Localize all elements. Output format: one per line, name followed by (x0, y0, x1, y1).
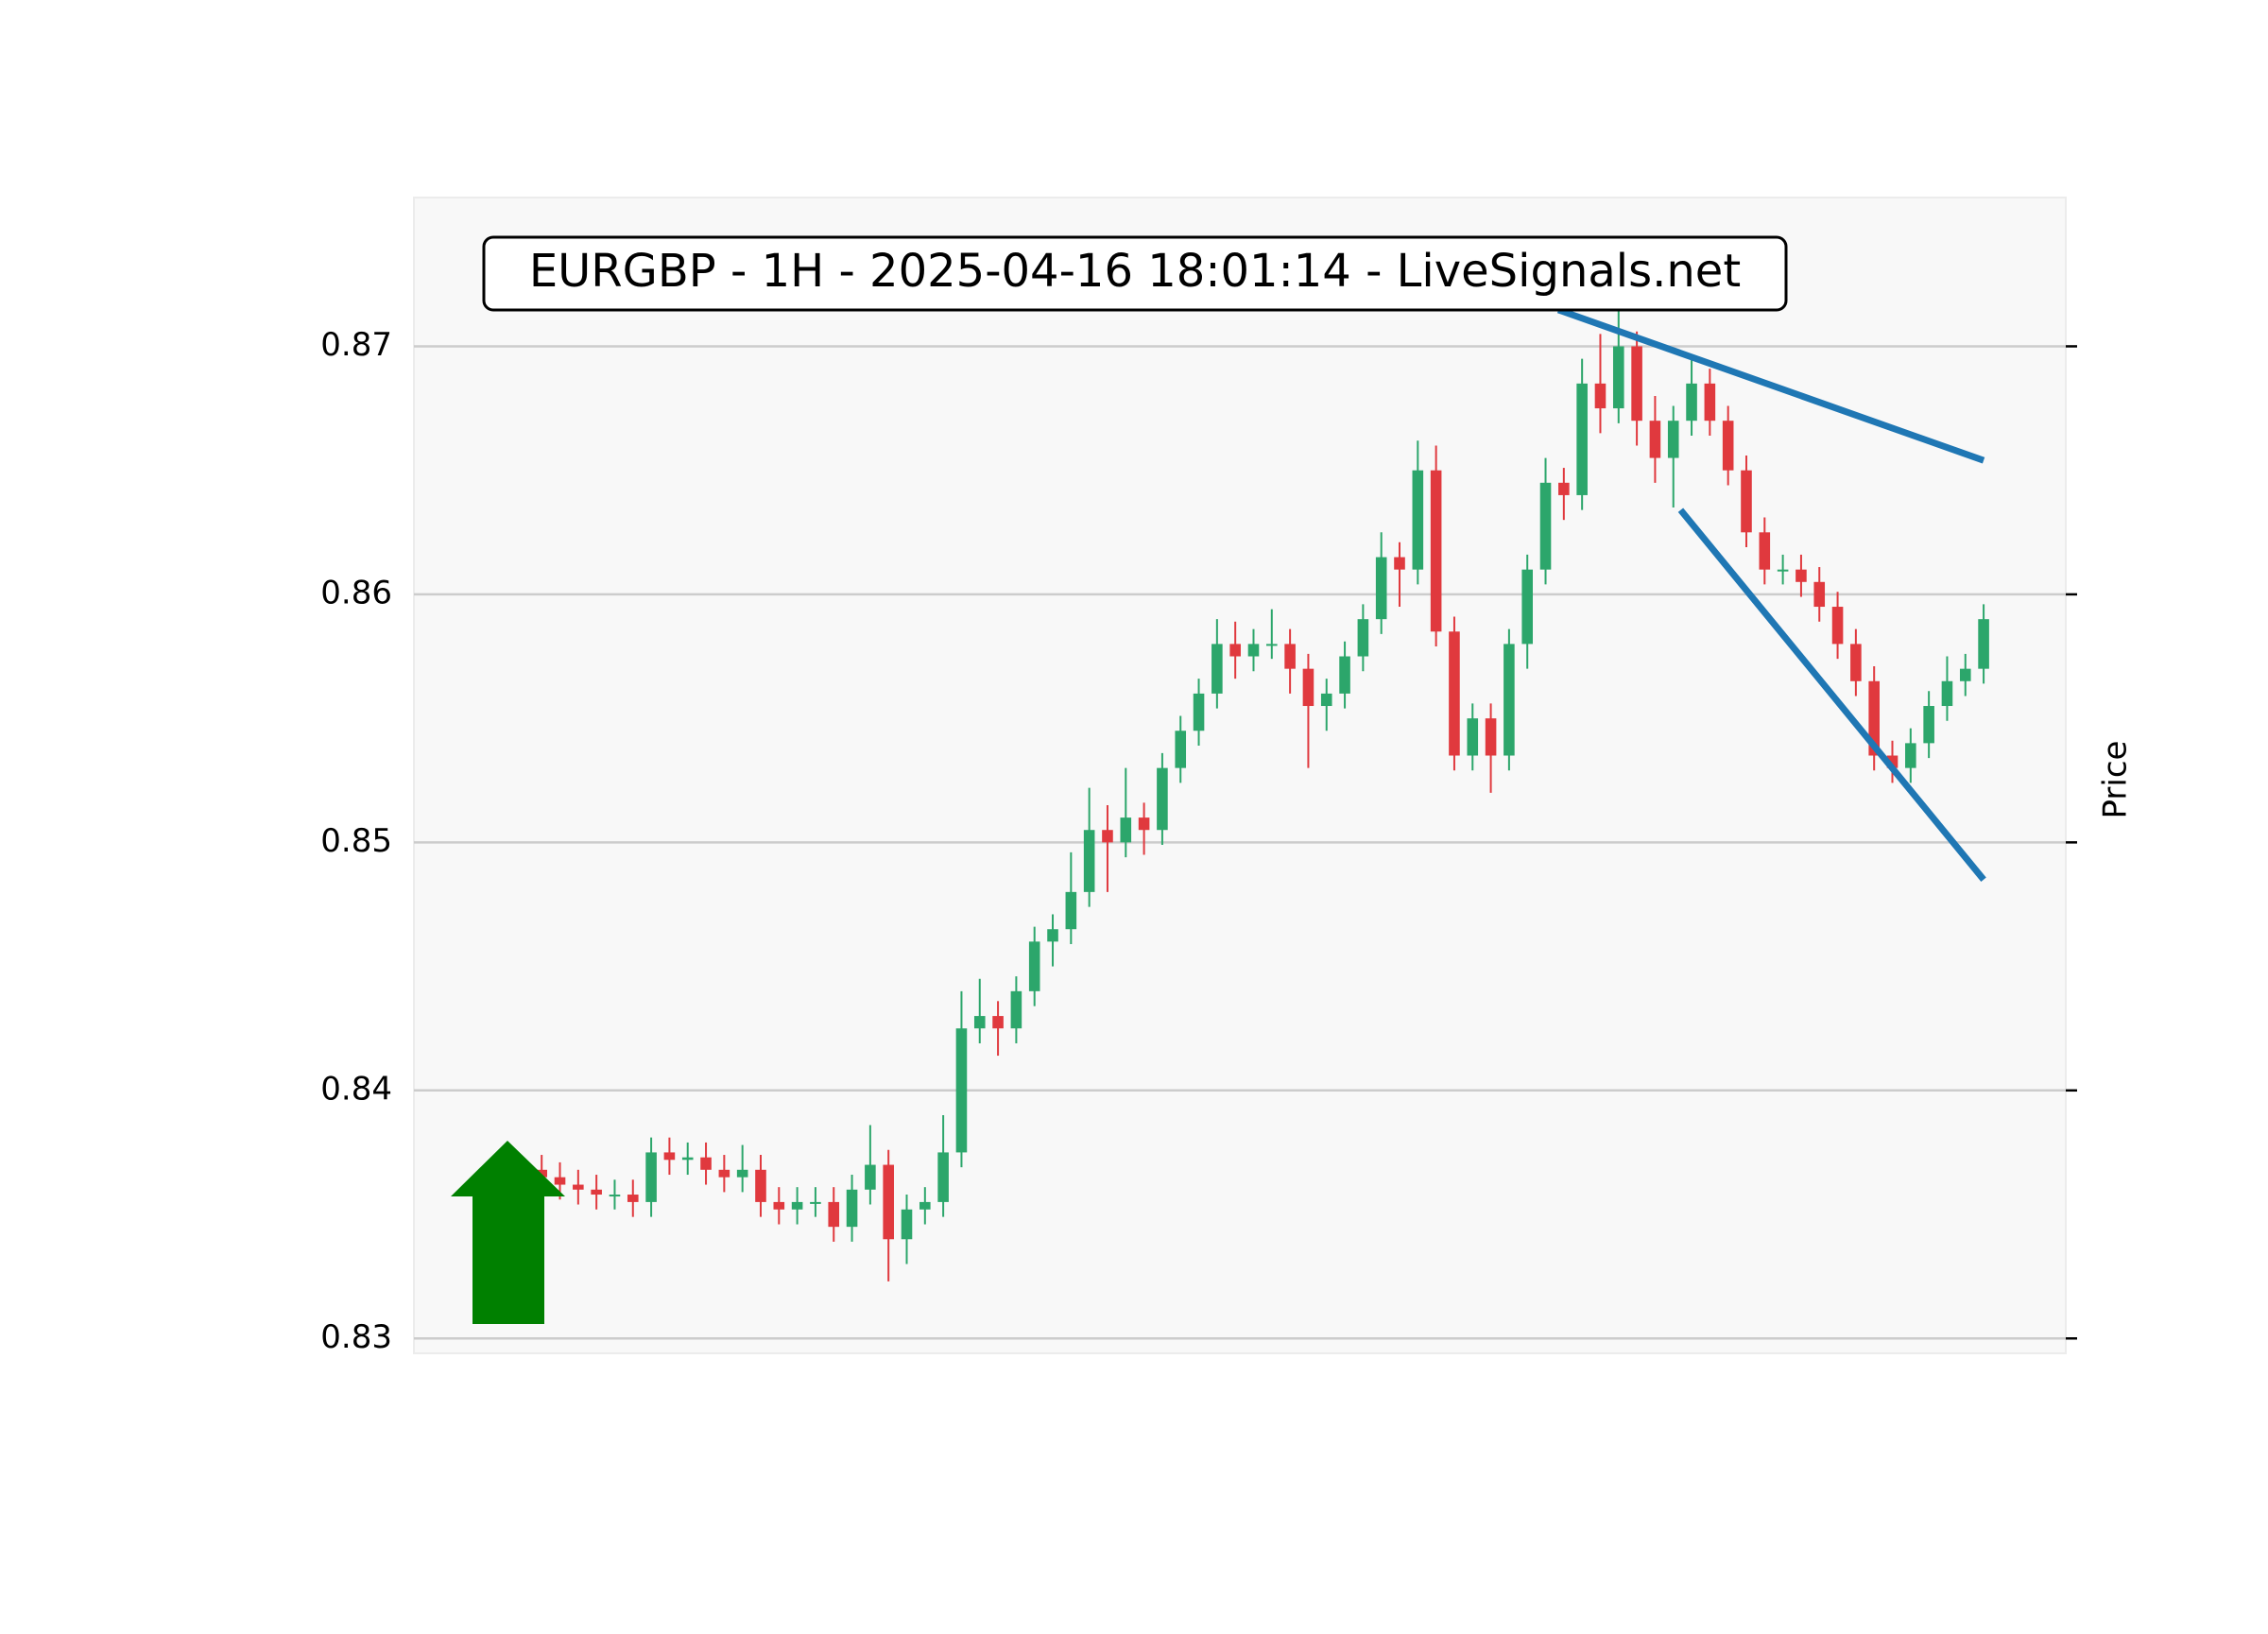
candle-body (1247, 644, 1260, 657)
candle-body (554, 1177, 566, 1185)
candle-body (1083, 830, 1095, 892)
y-tick-label: 0.86 (320, 574, 392, 611)
y-tick-label: 0.87 (320, 326, 392, 364)
candle-body (883, 1164, 894, 1240)
candle-body (1959, 668, 1971, 681)
y-tick-label: 0.84 (320, 1070, 392, 1108)
candle-body (1485, 718, 1497, 756)
candle-body (901, 1209, 913, 1240)
candle-body (810, 1201, 821, 1204)
candle-body (1028, 941, 1040, 991)
candle-body (1831, 607, 1844, 645)
candle-body (1320, 693, 1332, 707)
candle-body (1211, 644, 1223, 694)
candle-body (1302, 668, 1314, 707)
chart-title: EURGBP - 1H - 2025-04-16 18:01:14 - Live… (529, 245, 1741, 298)
candle-body (1175, 731, 1187, 768)
candle-body (1229, 644, 1241, 657)
candle-body (1796, 569, 1807, 582)
candle-body (1594, 383, 1606, 409)
candle-body (1886, 755, 1899, 768)
candle-body (573, 1184, 584, 1190)
candle-body (1905, 743, 1916, 768)
candle-body (1850, 644, 1862, 681)
candle-body (1102, 830, 1113, 843)
candle-body (1467, 718, 1479, 756)
candle-body (791, 1201, 803, 1210)
y-tick-label: 0.83 (320, 1318, 392, 1356)
candle-body (700, 1157, 712, 1170)
candle-body (865, 1164, 876, 1190)
candle-body (1430, 470, 1442, 632)
candle-body (736, 1169, 748, 1178)
candle-body (1357, 619, 1369, 657)
signal-arrow (451, 1141, 565, 1324)
candle-body (1741, 470, 1752, 533)
candle-body (681, 1157, 694, 1161)
candle-body (1266, 644, 1278, 646)
candle-body (1978, 619, 1989, 669)
candle-body (663, 1152, 676, 1161)
y-tick-label: 0.85 (320, 822, 392, 860)
candle-body (1539, 482, 1552, 570)
candle-body (536, 1169, 547, 1178)
candle-body (1394, 557, 1405, 570)
candle-body (1375, 557, 1387, 620)
candle-body (1722, 421, 1734, 471)
candle-body (1193, 693, 1205, 731)
candle-body (1339, 656, 1350, 694)
candle-body (773, 1201, 785, 1210)
y-axis-label: Price (2097, 741, 2135, 819)
candle-body (1284, 644, 1296, 669)
candle-body (645, 1152, 657, 1202)
candle-body (937, 1152, 949, 1202)
candle-body (591, 1189, 602, 1195)
candle-body (1558, 482, 1570, 495)
candle-body (1813, 581, 1826, 608)
candle-body (1065, 891, 1077, 930)
candle-body (1521, 569, 1534, 645)
plot-area (413, 197, 2067, 1354)
candle-body (1612, 346, 1624, 409)
candle-body (1010, 990, 1022, 1029)
trendline (1677, 507, 1986, 882)
grid: 0.83 0.84 0.85 0.86 0.87 (320, 326, 2077, 1356)
candle-body (973, 1016, 986, 1029)
candle-body (992, 1016, 1004, 1029)
candle-body (1923, 706, 1934, 744)
candle-body (1047, 929, 1058, 942)
candle-body (1138, 817, 1150, 831)
candle-body (1759, 532, 1771, 570)
candle-body (1667, 421, 1679, 458)
candle-body (718, 1169, 730, 1178)
trendlines (1556, 306, 1986, 882)
candle-body (1449, 631, 1460, 756)
candle-body (1868, 680, 1880, 756)
candle-body (609, 1195, 621, 1197)
candle-body (1686, 383, 1697, 421)
candle-body (1157, 767, 1168, 831)
title-box (482, 235, 1788, 312)
candle-body (1503, 644, 1515, 756)
candle-body (1576, 383, 1588, 495)
candle-body (1941, 680, 1953, 707)
candle-body (955, 1028, 968, 1153)
candle-body (1777, 569, 1789, 572)
candle-body (1412, 470, 1424, 570)
candle-body (828, 1201, 840, 1228)
candle-body (1649, 421, 1661, 458)
trendline (1556, 306, 1985, 464)
candle-body (846, 1189, 858, 1228)
candle-body (1631, 346, 1642, 421)
candle-body (919, 1201, 931, 1210)
candle-body (1120, 817, 1132, 843)
candle-body (1704, 383, 1716, 421)
candles (536, 309, 1989, 1281)
candle-body (755, 1169, 766, 1202)
candle-body (627, 1195, 639, 1202)
